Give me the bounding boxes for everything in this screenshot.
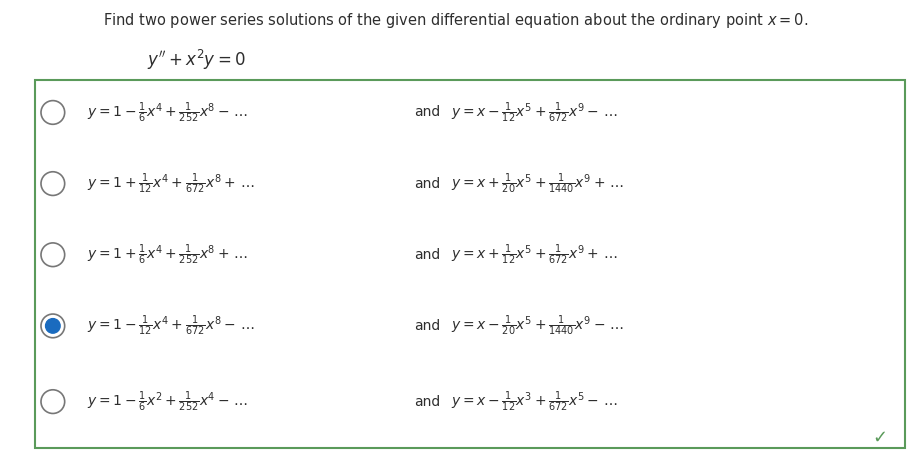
Ellipse shape bbox=[46, 319, 60, 333]
Text: $y = x + \frac{1}{12}x^5 + \frac{1}{672}x^9 + \,\ldots$: $y = x + \frac{1}{12}x^5 + \frac{1}{672}… bbox=[451, 242, 618, 267]
Text: $\checkmark$: $\checkmark$ bbox=[872, 428, 886, 446]
Text: $y = x + \frac{1}{20}x^5 + \frac{1}{1440}x^9 + \,\ldots$: $y = x + \frac{1}{20}x^5 + \frac{1}{1440… bbox=[451, 171, 624, 196]
Text: and: and bbox=[415, 177, 441, 190]
Text: $y = 1 - \frac{1}{6}x^2 + \frac{1}{252}x^4 - \,\ldots$: $y = 1 - \frac{1}{6}x^2 + \frac{1}{252}x… bbox=[87, 389, 248, 414]
Ellipse shape bbox=[41, 243, 65, 267]
Text: and: and bbox=[415, 248, 441, 262]
Ellipse shape bbox=[41, 101, 65, 124]
Text: Find two power series solutions of the given differential equation about the ord: Find two power series solutions of the g… bbox=[103, 11, 808, 30]
Text: and: and bbox=[415, 395, 441, 409]
Ellipse shape bbox=[41, 390, 65, 414]
Text: and: and bbox=[415, 106, 441, 119]
Text: $y = 1 - \frac{1}{12}x^4 + \frac{1}{672}x^8 - \,\ldots$: $y = 1 - \frac{1}{12}x^4 + \frac{1}{672}… bbox=[87, 313, 254, 338]
Text: $y = x - \frac{1}{20}x^5 + \frac{1}{1440}x^9 - \,\ldots$: $y = x - \frac{1}{20}x^5 + \frac{1}{1440… bbox=[451, 313, 624, 338]
Text: and: and bbox=[415, 319, 441, 333]
FancyBboxPatch shape bbox=[35, 80, 905, 448]
Text: $y = x - \frac{1}{12}x^3 + \frac{1}{672}x^5 - \,\ldots$: $y = x - \frac{1}{12}x^3 + \frac{1}{672}… bbox=[451, 389, 618, 414]
Text: $y = 1 + \frac{1}{12}x^4 + \frac{1}{672}x^8 + \,\ldots$: $y = 1 + \frac{1}{12}x^4 + \frac{1}{672}… bbox=[87, 171, 254, 196]
Ellipse shape bbox=[41, 172, 65, 196]
Text: $y'' + x^2y = 0$: $y'' + x^2y = 0$ bbox=[147, 48, 245, 73]
Ellipse shape bbox=[41, 314, 65, 338]
Text: $y = 1 - \frac{1}{6}x^4 + \frac{1}{252}x^8 - \,\ldots$: $y = 1 - \frac{1}{6}x^4 + \frac{1}{252}x… bbox=[87, 100, 248, 125]
Text: $y = 1 + \frac{1}{6}x^4 + \frac{1}{252}x^8 + \,\ldots$: $y = 1 + \frac{1}{6}x^4 + \frac{1}{252}x… bbox=[87, 242, 248, 267]
Text: $y = x - \frac{1}{12}x^5 + \frac{1}{672}x^9 - \,\ldots$: $y = x - \frac{1}{12}x^5 + \frac{1}{672}… bbox=[451, 100, 618, 125]
